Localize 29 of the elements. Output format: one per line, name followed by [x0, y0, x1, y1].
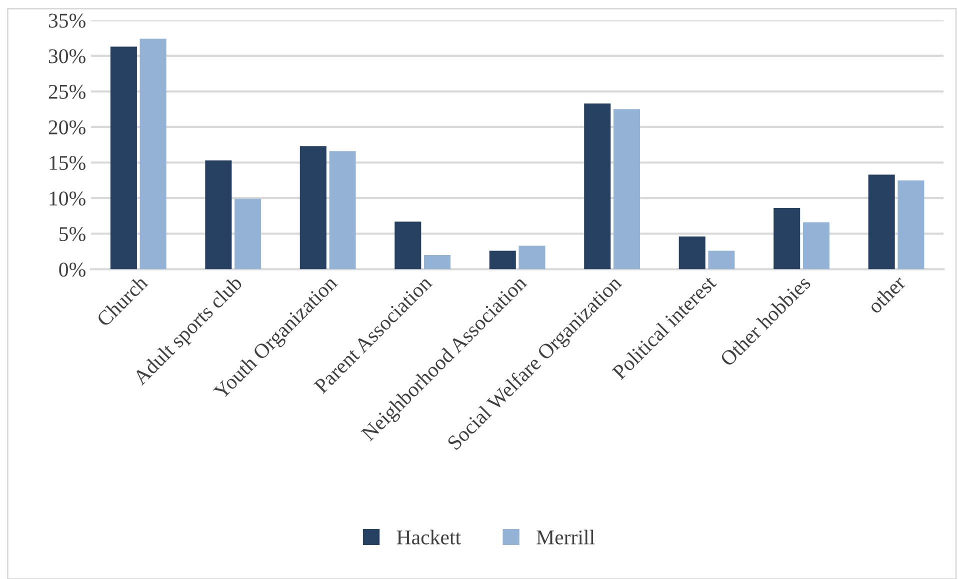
- bar: [234, 198, 262, 270]
- bar: [424, 255, 451, 270]
- y-tick-label: 30%: [48, 49, 86, 64]
- y-tick-label: 35%: [48, 14, 86, 28]
- y-tick-label: 5%: [60, 227, 86, 242]
- legend-label: Merrill: [536, 530, 595, 544]
- y-tick-label: 15%: [50, 156, 86, 170]
- bar: [394, 222, 422, 270]
- y-tick-label: 25%: [48, 84, 86, 99]
- bar: [300, 146, 326, 270]
- bar: [898, 180, 924, 270]
- bar: [774, 208, 800, 270]
- y-tick-label: 0%: [59, 262, 86, 277]
- bar: [802, 222, 830, 270]
- bar: [329, 151, 356, 270]
- bar: [140, 38, 166, 270]
- bar: [708, 250, 735, 270]
- bar: [110, 46, 137, 270]
- bar: [518, 246, 546, 270]
- bar: [205, 160, 232, 270]
- x-tick-label: other: [866, 274, 906, 314]
- y-tick-label: 10%: [50, 191, 86, 206]
- bar: [613, 109, 640, 270]
- legend-label: Hackett: [396, 530, 461, 544]
- bar: [678, 236, 706, 270]
- bar: [489, 250, 516, 270]
- y-tick-label: 20%: [48, 120, 86, 134]
- bar: [868, 174, 895, 270]
- bar: [584, 103, 611, 270]
